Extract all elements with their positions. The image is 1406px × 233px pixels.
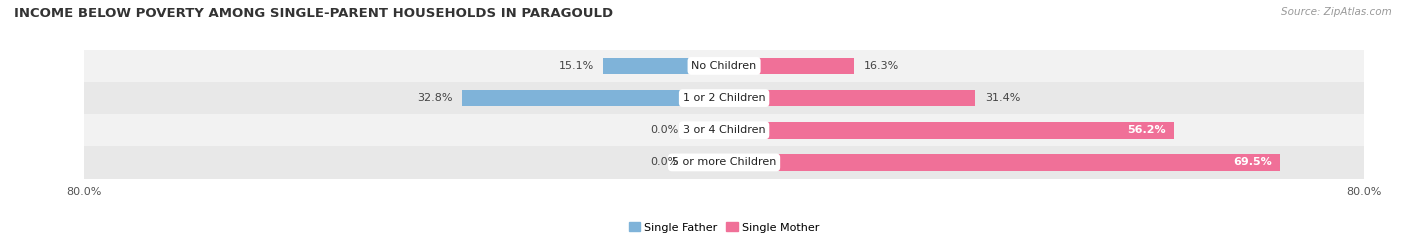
- Text: 15.1%: 15.1%: [558, 61, 593, 71]
- Bar: [724, 122, 1174, 139]
- Text: 3 or 4 Children: 3 or 4 Children: [683, 125, 765, 135]
- Bar: [688, 122, 724, 139]
- Bar: [724, 58, 855, 74]
- Text: 31.4%: 31.4%: [984, 93, 1021, 103]
- Text: 0.0%: 0.0%: [650, 158, 679, 168]
- Bar: [724, 90, 976, 106]
- Bar: [84, 50, 1364, 82]
- Text: 69.5%: 69.5%: [1233, 158, 1272, 168]
- Text: INCOME BELOW POVERTY AMONG SINGLE-PARENT HOUSEHOLDS IN PARAGOULD: INCOME BELOW POVERTY AMONG SINGLE-PARENT…: [14, 7, 613, 20]
- Text: 1 or 2 Children: 1 or 2 Children: [683, 93, 765, 103]
- Text: Source: ZipAtlas.com: Source: ZipAtlas.com: [1281, 7, 1392, 17]
- Bar: [724, 154, 1279, 171]
- Legend: Single Father, Single Mother: Single Father, Single Mother: [624, 218, 824, 233]
- Text: 5 or more Children: 5 or more Children: [672, 158, 776, 168]
- Bar: [461, 90, 724, 106]
- Text: 32.8%: 32.8%: [416, 93, 453, 103]
- Text: No Children: No Children: [692, 61, 756, 71]
- Text: 56.2%: 56.2%: [1126, 125, 1166, 135]
- Bar: [84, 82, 1364, 114]
- Text: 0.0%: 0.0%: [650, 125, 679, 135]
- Bar: [603, 58, 724, 74]
- Bar: [84, 146, 1364, 178]
- Text: 16.3%: 16.3%: [865, 61, 900, 71]
- Bar: [84, 114, 1364, 146]
- Bar: [688, 154, 724, 171]
